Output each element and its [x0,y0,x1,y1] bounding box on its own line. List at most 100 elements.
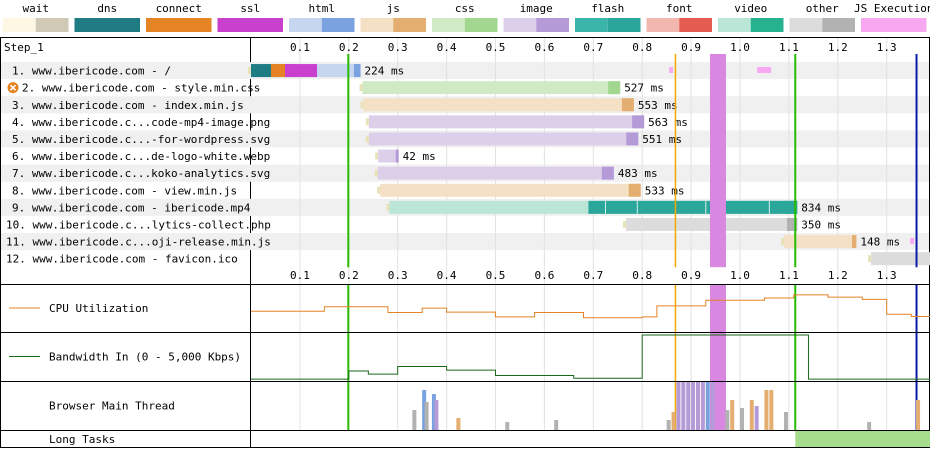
main-thread-activity [554,420,559,430]
request-label: 5. www.ibericode.c...-for-wordpress.svg [12,133,270,146]
request-time-label: 527 ms [624,82,664,95]
request-wait [374,169,378,177]
tick-label-bottom: 0.8 [632,269,652,282]
request-time-label: 483 ms [618,167,658,180]
tick-label-bottom: 1.0 [730,269,750,282]
main-thread-activity [754,406,759,430]
request-wait [623,220,627,228]
main-thread-activity [431,394,436,430]
main-thread-activity [666,420,671,430]
legend-swatch-dark [679,18,712,32]
main-thread-activity [725,410,730,430]
request-time-label: 553 ms [638,99,678,112]
tick-label-bottom: 0.9 [681,269,701,282]
request-label: 8. www.ibericode.com - view.min.js [12,184,237,197]
tick-label-top: 1.2 [828,41,848,54]
tick-label-bottom: 0.6 [534,269,554,282]
legend-swatch-dark [464,18,498,32]
main-thread-activity [691,382,696,430]
legend-label-dns: dns [97,2,117,15]
request-time-label: 563 ms [648,116,688,129]
main-thread-activity [700,382,705,430]
tick-label-bottom: 0.4 [437,269,457,282]
legend-label-font: font [666,2,693,15]
request-wait [365,118,369,126]
legend-swatch-light [575,18,608,32]
legend-swatch-dark [536,18,569,32]
legend-label-connect: connect [156,2,202,15]
tick-label-top: 0.5 [486,41,506,54]
error-icon-cross [9,84,17,91]
js-execution-mark [757,67,772,73]
request-wait [359,84,363,92]
request-wait [365,135,369,143]
phase-connect [271,64,285,78]
legend-swatch [146,18,212,32]
request-bar-tail [353,64,361,78]
tick-label-top: 0.3 [388,41,408,54]
main-thread-activity [434,400,439,430]
request-wait [375,152,379,160]
request-time-label: 533 ms [645,184,685,197]
main-thread-activity [505,422,510,430]
legend-swatch-light [3,18,36,32]
main-thread-activity [784,412,789,430]
main-thread-activity [686,382,691,430]
tick-label-bottom: 0.7 [583,269,603,282]
request-bar-tail [626,132,639,146]
main-thread-activity [710,382,715,430]
legend-swatch [74,18,140,32]
main-thread-activity [681,382,686,430]
request-bar-tail [395,149,399,163]
request-label: 7. www.ibericode.c...koko-analytics.svg [12,167,270,180]
main-thread-activity [456,418,461,430]
tick-label-bottom: 1.1 [779,269,799,282]
legend-swatch-dark [607,18,641,32]
tick-label-bottom: 1.3 [877,269,897,282]
video-download-segment [588,200,798,214]
js-execution-mark [669,67,674,73]
request-bar-tail [632,115,645,129]
tick-label-bottom: 0.5 [486,269,506,282]
main-thread-activity [695,382,700,430]
tick-label-top: 0.6 [534,41,554,54]
legend-swatch [861,18,927,32]
main-thread-activity [749,400,754,430]
main-thread-activity [730,400,735,430]
cpu-utilization-line [251,294,930,319]
main-thread-activity [740,408,744,430]
tick-label-bottom: 1. [929,269,930,282]
tick-label-top: 0.9 [681,41,701,54]
legend-swatch-dark [35,18,69,32]
long-task-block [795,431,930,447]
legend-label-js-execution: JS Execution [854,2,930,15]
legend-label-js: js [387,2,400,15]
main-thread-activity [424,402,429,430]
request-label: 10. www.ibericode.c...lytics-collect.php [6,218,271,231]
step-label: Step_1 [4,41,44,54]
request-wait [377,186,381,194]
request-wait [868,255,872,263]
legend-swatch [217,18,283,32]
browser_main_thread-label: Browser Main Thread [49,400,175,413]
main-thread-activity [671,412,676,430]
marker-dom-content-loaded [709,54,726,268]
tick-label-top: 0.1 [290,41,310,54]
tick-label-top: 1.1 [779,41,799,54]
legend-label-flash: flash [591,2,624,15]
request-wait [386,203,390,211]
tick-label-top: 0.8 [632,41,652,54]
request-bar [377,166,614,180]
tick-label-bottom: 0.1 [290,269,310,282]
tick-label-top: 1. [929,41,930,54]
request-time-label: 834 ms [801,201,841,214]
request-bar-tail [786,217,798,231]
legend-label-image: image [520,2,553,15]
long_tasks-label: Long Tasks [49,433,115,446]
request-time-label: 551 ms [642,133,682,146]
legend-swatch-light [432,18,465,32]
request-label: 12. www.ibericode.com - favicon.ico [6,253,238,266]
request-time-label: 350 ms [801,218,841,231]
request-wait [360,101,364,109]
